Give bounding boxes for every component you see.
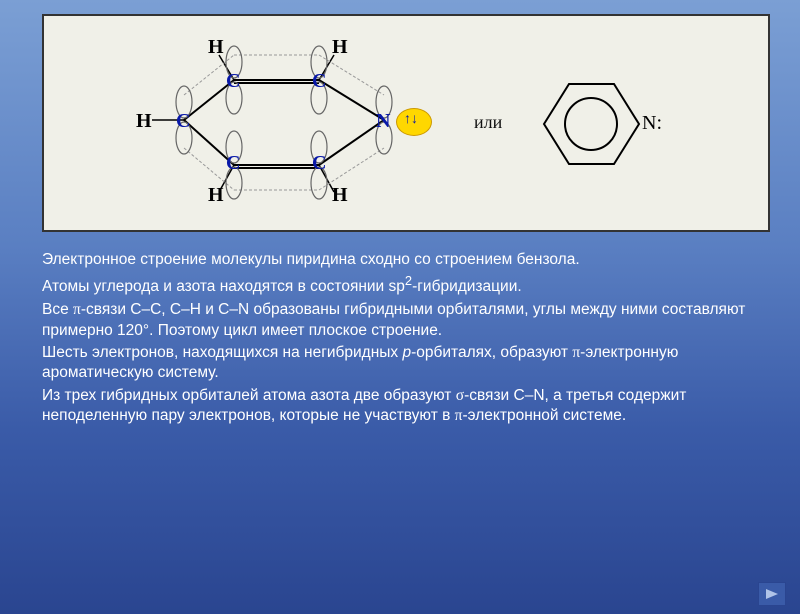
sp-text: sp — [389, 279, 405, 296]
molecule-diagram-panel: H C H C H C H C H C N ↑↓ или N: — [42, 14, 770, 232]
h-atom-label: H — [332, 36, 348, 59]
para-2: Атомы углерода и азота находятся в состо… — [42, 272, 770, 298]
description-text-block: Электронное строение молекулы пиридина с… — [42, 250, 770, 427]
c-atom-label: C — [226, 70, 240, 93]
next-slide-button[interactable] — [758, 582, 786, 606]
para-4-mid: -орбиталях, образуют — [411, 344, 572, 361]
h-atom-label: H — [208, 184, 224, 207]
sigma-symbol: σ — [456, 387, 464, 404]
p-orbital-italic: p — [402, 344, 411, 361]
para-3: Все π-связи С–С, С–Н и С–N образованы ги… — [42, 300, 770, 341]
pi-symbol: π — [572, 344, 580, 361]
h-atom-label: H — [208, 36, 224, 59]
n-skeletal-label: N: — [642, 112, 662, 135]
para-3-post: -связи С–С, С–Н и С–N образованы гибридн… — [42, 301, 745, 338]
pyridine-skeletal-svg — [524, 64, 654, 184]
or-text: или — [474, 112, 502, 133]
n-lone-pair-arrows: ↑↓ — [404, 110, 418, 126]
c-atom-label: C — [312, 152, 326, 175]
para-5-pre: Из трех гибридных орбиталей атома азота … — [42, 387, 456, 404]
para-5-end: -электронной системе. — [463, 407, 627, 424]
h-atom-label: H — [332, 184, 348, 207]
para-2-pre: Атомы углерода и азота находятся в состо… — [42, 279, 389, 296]
n-atom-label: N — [376, 110, 390, 133]
pi-symbol: π — [73, 301, 81, 318]
para-5: Из трех гибридных орбиталей атома азота … — [42, 386, 770, 427]
para-4-pre: Шесть электронов, находящихся на негибри… — [42, 344, 402, 361]
para-2-post: -гибридизации. — [412, 279, 522, 296]
para-1: Электронное строение молекулы пиридина с… — [42, 250, 770, 270]
c-atom-label: C — [226, 152, 240, 175]
h-atom-label: H — [136, 110, 152, 133]
c-atom-label: C — [312, 70, 326, 93]
c-atom-label: C — [176, 110, 190, 133]
para-4: Шесть электронов, находящихся на негибри… — [42, 343, 770, 384]
pi-symbol: π — [455, 407, 463, 424]
arrow-right-icon — [764, 587, 780, 601]
para-3-pre: Все — [42, 301, 73, 318]
